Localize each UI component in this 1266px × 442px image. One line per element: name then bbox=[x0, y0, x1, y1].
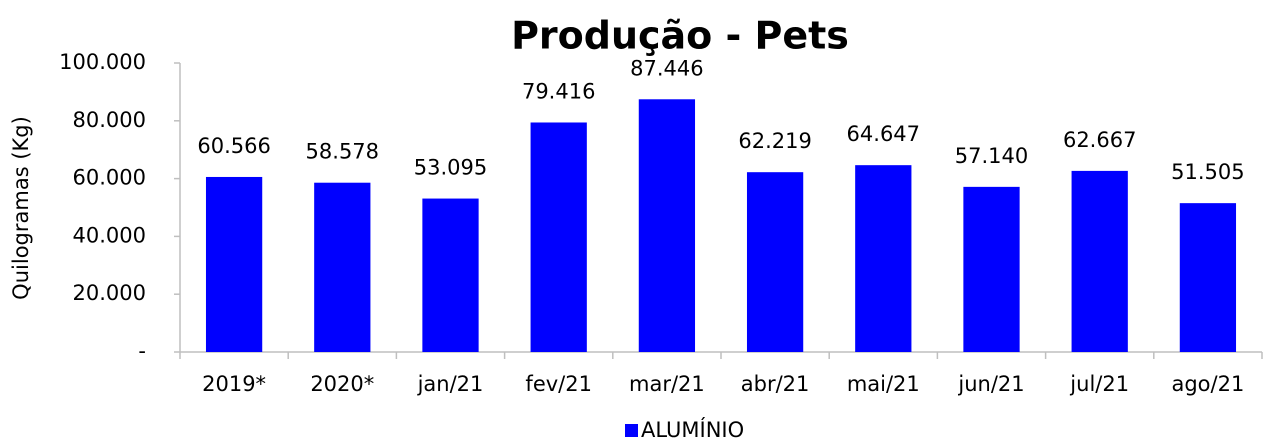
data-label: 57.140 bbox=[955, 144, 1028, 168]
x-tick-label: mai/21 bbox=[847, 372, 920, 396]
data-label: 53.095 bbox=[414, 156, 487, 180]
bar bbox=[205, 176, 263, 352]
y-tick-label: - bbox=[138, 339, 146, 363]
bar bbox=[746, 172, 804, 352]
data-label: 79.416 bbox=[522, 79, 595, 103]
bar bbox=[314, 182, 371, 352]
legend-label: ALUMÍNIO bbox=[641, 417, 744, 442]
x-tick-label: jun/21 bbox=[957, 372, 1024, 396]
y-tick-label: 40.000 bbox=[73, 223, 146, 247]
data-label: 60.566 bbox=[197, 134, 270, 158]
data-label: 62.667 bbox=[1063, 128, 1136, 152]
x-tick-label: jan/21 bbox=[417, 372, 484, 396]
data-label: 62.219 bbox=[738, 129, 811, 153]
x-tick-label: mar/21 bbox=[629, 372, 705, 396]
x-tick-label: abr/21 bbox=[741, 372, 810, 396]
x-tick-label: fev/21 bbox=[525, 372, 592, 396]
y-tick-label: 20.000 bbox=[73, 281, 146, 305]
x-tick-label: 2020* bbox=[310, 372, 374, 396]
bar bbox=[530, 122, 587, 352]
data-label: 51.505 bbox=[1171, 160, 1244, 184]
x-tick-label: ago/21 bbox=[1171, 372, 1244, 396]
bar bbox=[1071, 170, 1128, 352]
y-axis-label: Quilogramas (Kg) bbox=[9, 116, 33, 300]
data-label: 64.647 bbox=[847, 122, 920, 146]
data-label: 58.578 bbox=[306, 140, 379, 164]
y-tick-label: 60.000 bbox=[73, 166, 146, 190]
x-tick-label: 2019* bbox=[202, 372, 266, 396]
chart-title: Produção - Pets bbox=[511, 14, 849, 58]
bar bbox=[1179, 203, 1237, 352]
legend-swatch bbox=[625, 424, 638, 437]
data-label: 87.446 bbox=[630, 56, 703, 80]
bar bbox=[963, 186, 1020, 352]
bar bbox=[855, 165, 912, 352]
bar bbox=[638, 99, 696, 352]
y-tick-label: 80.000 bbox=[73, 108, 146, 132]
y-tick-label: 100.000 bbox=[59, 50, 146, 74]
x-tick-label: jul/21 bbox=[1069, 372, 1129, 396]
bar bbox=[422, 198, 479, 352]
